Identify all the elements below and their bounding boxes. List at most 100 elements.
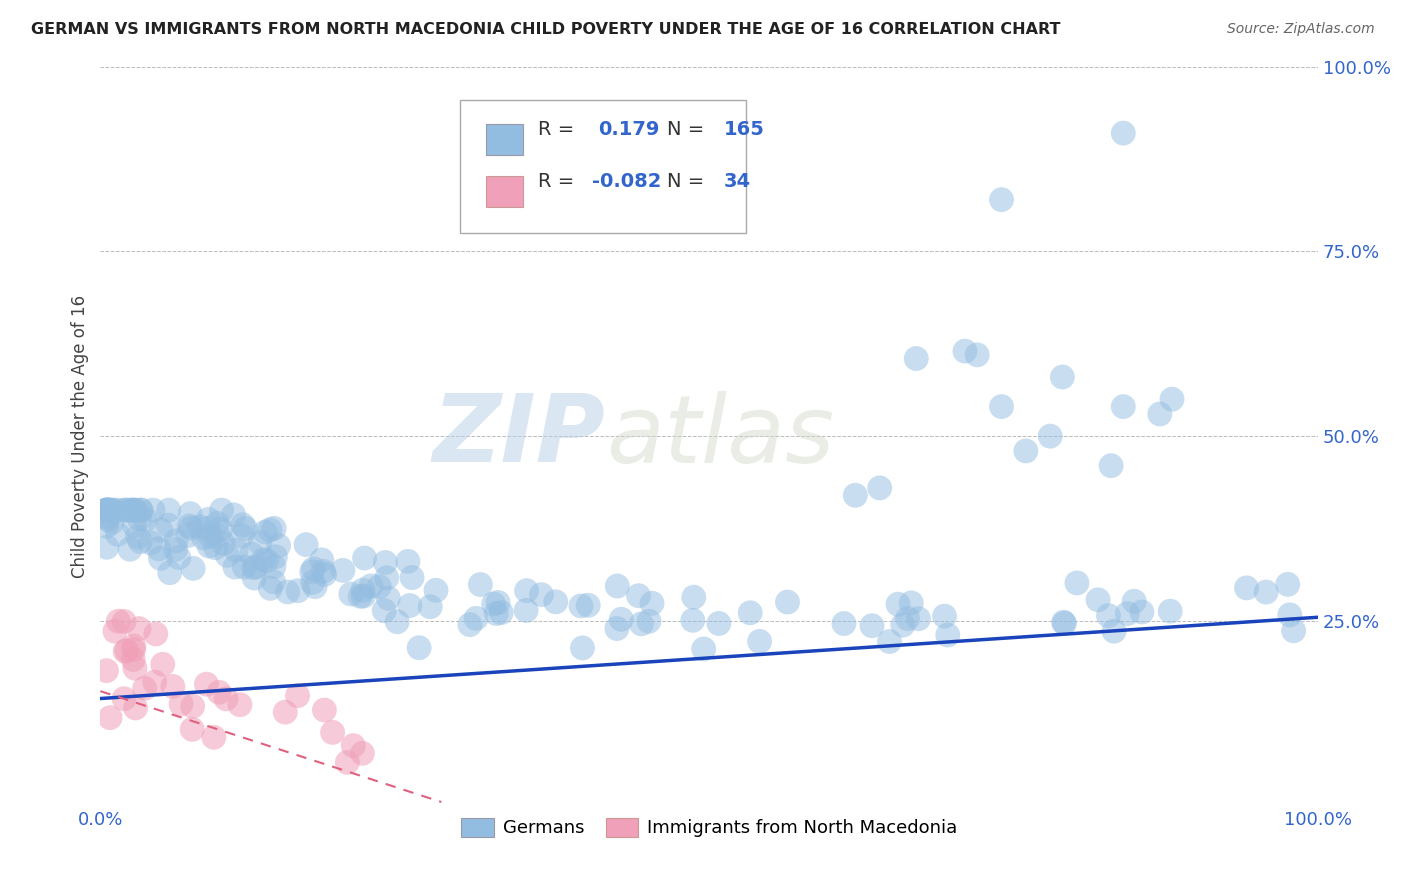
Point [96,503,118,517]
Point [301,565,323,579]
Point [96,540,118,554]
Point [1277,577,1299,591]
Text: Source: ZipAtlas.com: Source: ZipAtlas.com [1227,22,1375,37]
Point [352,589,374,603]
Point [1015,444,1038,458]
Text: ZIP: ZIP [433,390,606,483]
Point [408,640,430,655]
Point [215,691,238,706]
Point [458,617,481,632]
Point [165,542,187,557]
Point [353,551,375,566]
Point [254,524,277,539]
Point [121,503,143,517]
Point [118,542,141,557]
Text: R =: R = [537,171,574,191]
Point [188,520,211,534]
Point [312,564,335,578]
Point [1149,407,1171,421]
Point [165,533,187,548]
Point [896,611,918,625]
Point [122,652,145,666]
Point [200,529,222,543]
Point [193,531,215,545]
Point [149,523,172,537]
Point [1102,624,1125,639]
Point [208,685,231,699]
Point [128,512,150,526]
Point [112,691,135,706]
Point [97,503,120,517]
Point [114,503,136,517]
FancyBboxPatch shape [486,124,523,155]
Point [112,615,135,629]
Point [129,503,152,517]
Point [301,575,323,590]
Point [96,503,118,517]
Legend: Germans, Immigrants from North Macedonia: Germans, Immigrants from North Macedonia [454,811,965,845]
Point [143,675,166,690]
Point [1099,458,1122,473]
Point [233,560,256,574]
Point [302,562,325,576]
Point [311,553,333,567]
Point [267,539,290,553]
Point [1159,604,1181,618]
Point [96,504,118,518]
Point [905,351,928,366]
Point [419,599,441,614]
Point [97,512,120,526]
Point [606,579,628,593]
Point [142,503,165,517]
Point [844,488,866,502]
Point [682,591,704,605]
Text: 34: 34 [724,171,751,191]
Point [96,664,118,678]
Point [887,597,910,611]
Text: N =: N = [666,120,704,139]
Point [1116,607,1139,621]
Point [159,566,181,580]
Text: N =: N = [666,171,704,191]
Point [107,527,129,541]
Point [167,550,190,565]
Point [263,521,285,535]
Point [107,614,129,628]
Point [124,661,146,675]
Point [401,570,423,584]
Point [1053,616,1076,631]
Point [120,503,142,517]
Point [197,521,219,535]
Point [205,516,228,531]
Point [373,604,395,618]
Point [322,725,344,739]
Point [204,541,226,555]
Point [332,563,354,577]
Point [990,400,1012,414]
Point [235,521,257,535]
Point [259,523,281,537]
Point [157,503,180,517]
Point [1236,581,1258,595]
Point [198,539,221,553]
Point [569,599,592,613]
Point [1123,594,1146,608]
Point [129,503,152,517]
Point [139,536,162,550]
Text: 0.179: 0.179 [599,120,659,139]
Point [398,599,420,613]
Point [630,616,652,631]
Point [122,503,145,517]
Point [152,657,174,672]
Point [377,591,399,606]
Point [692,642,714,657]
Point [197,512,219,526]
Point [1282,624,1305,638]
Point [1256,585,1278,599]
Point [425,583,447,598]
Point [934,609,956,624]
Point [128,622,150,636]
Point [470,577,492,591]
Point [217,549,239,563]
Point [530,588,553,602]
